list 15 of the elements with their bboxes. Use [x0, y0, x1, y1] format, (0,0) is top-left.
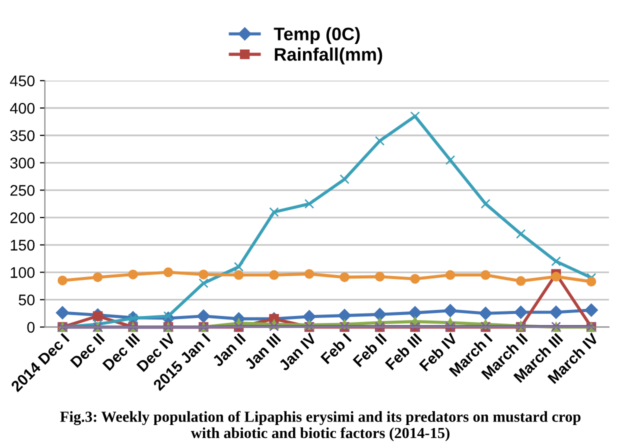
caption: Fig.3: Weekly population of Lipaphis erysimi and its predators on mustard crop with abiotic and biotic factors (2014-15) [60, 410, 581, 442]
y-tick-label: 200 [10, 212, 35, 224]
y-tick-label: 400 [10, 102, 35, 114]
legend-label: Rainfall(mm) [274, 48, 382, 64]
y-tick-label: 250 [10, 185, 35, 196]
legend-label: Temp (0C) [274, 27, 360, 44]
x-tick-label: Feb I [320, 332, 352, 364]
y-tick-label: 350 [10, 130, 35, 142]
y-tick-label: 450 [10, 76, 35, 86]
y-tick-label: 50 [18, 294, 35, 306]
y-tick-label: 100 [10, 267, 35, 278]
x-tick-label: Jan II [212, 333, 246, 368]
y-tick-label: 300 [10, 158, 35, 168]
y-tick-label: 0 [27, 322, 35, 333]
y-tick-label: 150 [10, 240, 35, 251]
